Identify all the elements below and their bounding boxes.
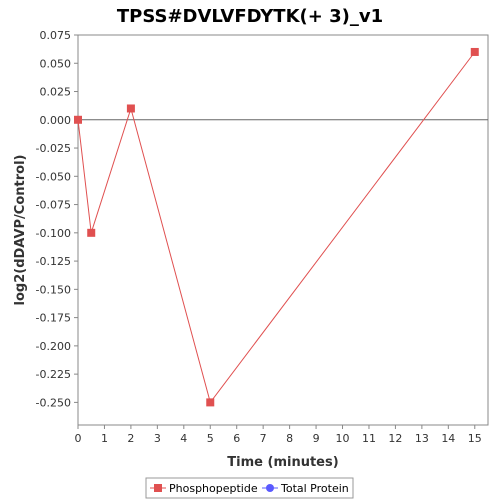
series-group: [74, 47, 479, 407]
y-tick-label: 0.000: [40, 114, 72, 127]
legend-box: [145, 477, 354, 499]
x-tick-label: 6: [233, 432, 240, 445]
legend-item-phosphopeptide: Phosphopeptide: [150, 482, 258, 495]
x-tick-label: 8: [286, 432, 293, 445]
x-tick-label: 0: [75, 432, 82, 445]
chart-title: TPSS#DVLVFDYTK(+ 3)_v1: [117, 6, 383, 27]
x-tick-label: 11: [362, 432, 376, 445]
y-tick-label: -0.125: [36, 255, 71, 268]
x-tick-label: 4: [180, 432, 187, 445]
legend-label-total-protein: Total Protein: [280, 482, 349, 495]
y-tick-label: -0.075: [36, 199, 71, 212]
x-tick-label: 13: [415, 432, 429, 445]
x-tick-label: 14: [441, 432, 455, 445]
y-tick-label: 0.050: [40, 57, 72, 70]
data-point-phosphopeptide: [74, 115, 82, 124]
legend: Phosphopeptide Total Protein: [145, 477, 354, 499]
legend-marker-circle-icon: [266, 484, 274, 492]
x-tick-label: 2: [127, 432, 134, 445]
data-point-phosphopeptide: [126, 104, 135, 113]
y-tick-label: 0.025: [40, 86, 72, 99]
x-tick-label: 10: [336, 432, 350, 445]
legend-label-phosphopeptide: Phosphopeptide: [169, 482, 258, 495]
y-tick-label: -0.025: [36, 142, 71, 155]
y-tick-label: -0.175: [36, 312, 71, 325]
y-tick-label: -0.225: [36, 368, 71, 381]
legend-item-total-protein: Total Protein: [262, 482, 349, 495]
axis-ticks: 0 1 2 3 4 5 6 7 8 9 10 11 12 13 14 150.0750.0500.0250.0…: [36, 29, 482, 445]
x-tick-label: 7: [260, 432, 267, 445]
y-tick-label: 0.075: [40, 29, 72, 42]
x-tick-label: 9: [313, 432, 320, 445]
x-tick-label: 12: [388, 432, 402, 445]
x-tick-label: 5: [207, 432, 214, 445]
legend-marker-square-icon: [154, 484, 162, 492]
y-tick-label: -0.150: [36, 283, 71, 296]
data-point-phosphopeptide: [206, 398, 215, 407]
y-tick-label: -0.200: [36, 340, 71, 353]
x-axis-label: Time (minutes): [227, 455, 338, 470]
x-tick-label: 15: [468, 432, 482, 445]
plot-area: [77, 34, 489, 426]
y-tick-label: -0.050: [36, 170, 71, 183]
data-point-phosphopeptide: [87, 228, 96, 237]
x-tick-label: 3: [154, 432, 161, 445]
y-tick-label: -0.100: [36, 227, 71, 240]
x-tick-label: 1: [101, 432, 108, 445]
y-tick-label: -0.250: [36, 396, 71, 409]
data-point-phosphopeptide: [470, 47, 479, 56]
y-axis-label: log2(dDAVP/Control): [13, 155, 28, 306]
